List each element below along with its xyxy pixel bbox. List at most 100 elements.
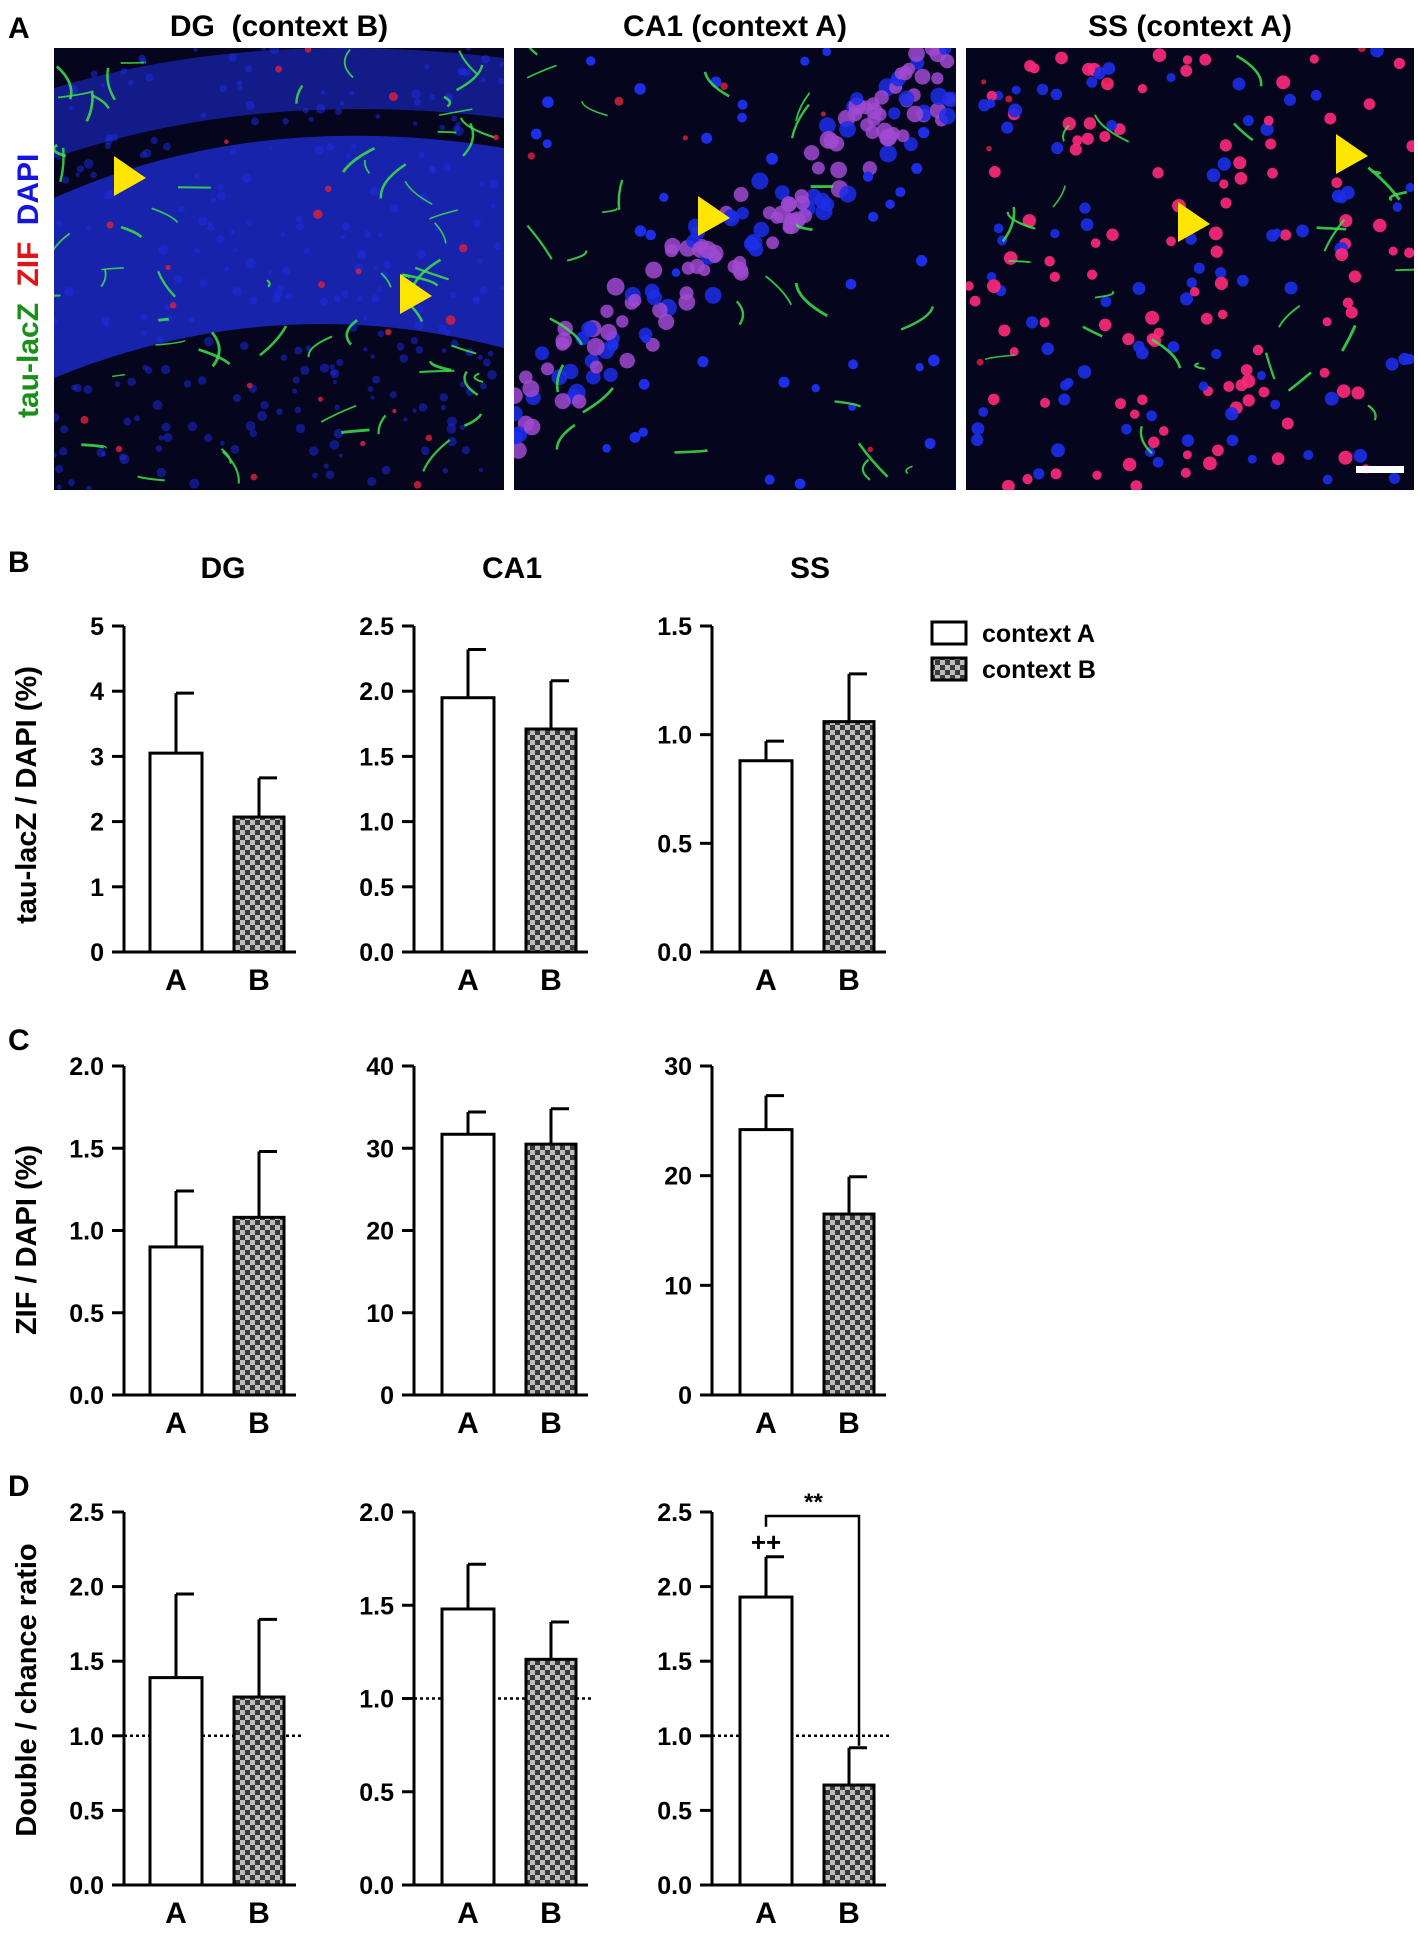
y-tick-label: 0.5 bbox=[657, 1797, 692, 1825]
x-category-label: B bbox=[540, 1407, 562, 1440]
bar-a bbox=[440, 1132, 496, 1397]
y-tick-label: 1.0 bbox=[359, 809, 394, 837]
nucleus bbox=[1214, 276, 1229, 290]
nucleus bbox=[1199, 53, 1212, 66]
nucleus bbox=[447, 416, 457, 427]
nucleus bbox=[163, 433, 173, 443]
nucleus bbox=[1303, 449, 1314, 460]
nucleus bbox=[478, 467, 484, 473]
micrograph-background bbox=[966, 48, 1414, 490]
y-tick-label: 1.5 bbox=[69, 1648, 104, 1676]
nucleus bbox=[737, 99, 748, 110]
fiber bbox=[92, 94, 110, 110]
nucleus bbox=[339, 101, 345, 106]
y-tick-label: 10 bbox=[664, 1272, 692, 1300]
x-category-label: A bbox=[165, 964, 187, 997]
nucleus bbox=[236, 80, 243, 87]
nucleus bbox=[413, 98, 421, 106]
nucleus bbox=[55, 465, 64, 474]
y-tick-label: 40 bbox=[366, 1053, 394, 1081]
fiber bbox=[857, 442, 889, 478]
y-tick-label: 20 bbox=[664, 1163, 692, 1191]
nucleus bbox=[325, 470, 335, 479]
nucleus bbox=[1215, 267, 1227, 279]
nucleus bbox=[1373, 218, 1387, 233]
bar-b bbox=[232, 815, 286, 954]
nucleus bbox=[156, 336, 164, 343]
nucleus bbox=[931, 72, 944, 85]
nucleus bbox=[56, 155, 61, 160]
nucleus bbox=[372, 375, 381, 384]
nucleus bbox=[848, 359, 859, 370]
nucleus bbox=[811, 384, 820, 393]
nucleus bbox=[1219, 139, 1232, 152]
nucleus bbox=[1050, 88, 1063, 101]
x-category-label: A bbox=[755, 964, 777, 997]
nucleus bbox=[1082, 62, 1096, 76]
bar-a bbox=[148, 751, 204, 954]
zif-speck bbox=[493, 134, 499, 141]
nucleus bbox=[898, 90, 915, 107]
nucleus bbox=[629, 432, 641, 443]
fiber bbox=[343, 48, 354, 79]
nucleus bbox=[323, 463, 329, 469]
nucleus bbox=[753, 221, 770, 238]
zif-speck bbox=[385, 328, 392, 336]
zif-speck bbox=[360, 440, 366, 447]
arrowhead-icon bbox=[400, 274, 432, 314]
y-tick-label: 2.0 bbox=[69, 1574, 104, 1602]
nucleus bbox=[514, 387, 523, 404]
nucleus bbox=[1406, 140, 1414, 153]
fiber bbox=[404, 180, 433, 205]
nucleus bbox=[294, 406, 302, 414]
nucleus bbox=[444, 329, 451, 336]
fiber bbox=[377, 414, 387, 435]
nucleus bbox=[1351, 386, 1365, 400]
y-tick-label: 2.0 bbox=[657, 1574, 692, 1602]
bar-a bbox=[148, 1676, 204, 1887]
zif-speck bbox=[682, 135, 688, 141]
nucleus bbox=[751, 172, 769, 190]
nucleus bbox=[1060, 380, 1071, 391]
nucleus bbox=[219, 440, 225, 446]
nucleus bbox=[280, 354, 288, 361]
y-tick-label: 0.0 bbox=[657, 1872, 692, 1900]
fiber bbox=[735, 300, 745, 326]
fiber bbox=[602, 207, 618, 214]
nucleus bbox=[396, 342, 405, 351]
nucleus bbox=[766, 152, 779, 165]
nucleus bbox=[762, 206, 777, 220]
y-tick-label: 1.5 bbox=[359, 743, 394, 771]
fiber bbox=[259, 325, 288, 357]
nucleus bbox=[737, 112, 747, 123]
granule-layer bbox=[54, 48, 504, 158]
nucleus bbox=[373, 266, 378, 271]
nucleus bbox=[1236, 274, 1249, 287]
nucleus bbox=[443, 163, 452, 172]
fiber bbox=[54, 232, 71, 251]
nucleus bbox=[105, 134, 112, 142]
fiber bbox=[703, 71, 730, 98]
nucleus bbox=[56, 484, 62, 490]
fiber bbox=[900, 305, 935, 331]
nucleus bbox=[1226, 434, 1239, 447]
nucleus bbox=[1050, 468, 1062, 480]
nucleus bbox=[446, 423, 457, 434]
nucleus bbox=[376, 286, 383, 293]
nucleus bbox=[1206, 168, 1221, 183]
nucleus bbox=[1217, 157, 1231, 171]
nucleus bbox=[487, 370, 497, 380]
nucleus bbox=[906, 105, 924, 123]
nucleus bbox=[230, 445, 240, 454]
y-tick-label: 5 bbox=[90, 613, 104, 641]
fiber bbox=[566, 250, 588, 262]
nucleus bbox=[1049, 271, 1061, 283]
fiber bbox=[307, 335, 333, 358]
micrograph-ca1 bbox=[514, 48, 956, 490]
nucleus bbox=[845, 278, 857, 290]
nucleus bbox=[1100, 296, 1112, 308]
bar-a bbox=[148, 1245, 204, 1397]
nucleus bbox=[260, 401, 269, 410]
significance-plus-label: ++ bbox=[751, 1527, 781, 1557]
fiber bbox=[57, 91, 92, 99]
